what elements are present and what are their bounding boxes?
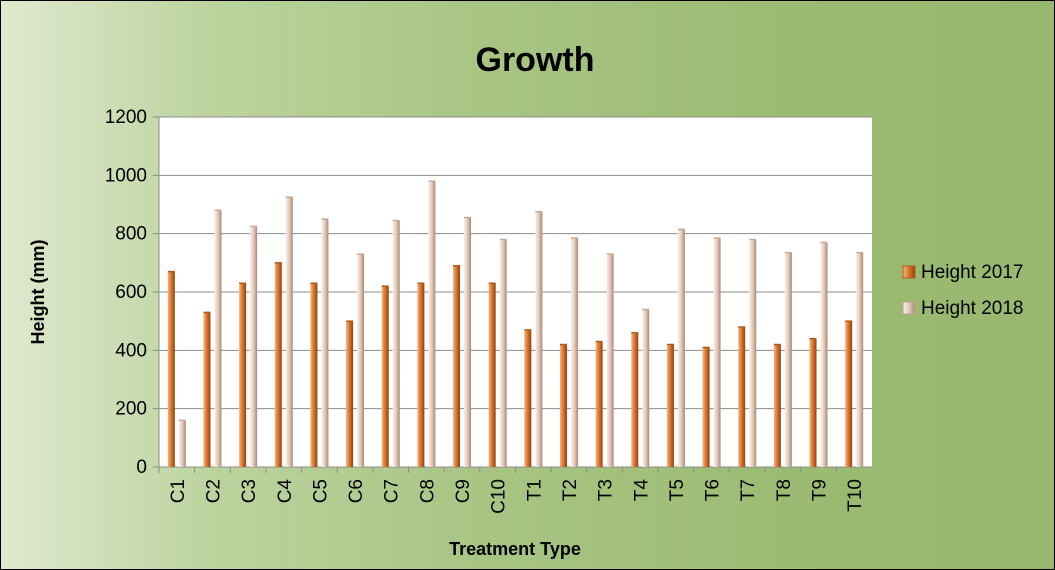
x-tick-label: T5 — [667, 479, 688, 501]
y-tick-label: 600 — [115, 282, 147, 303]
bar-height-2017-t3 — [595, 341, 603, 467]
bar-height-2018-t6 — [713, 238, 721, 467]
x-tick-label: C5 — [310, 479, 331, 503]
bar-height-2018-c8 — [428, 181, 436, 467]
x-tick-label: C1 — [168, 479, 189, 503]
bar-height-2017-c2 — [203, 312, 211, 467]
y-tick-label: 1000 — [105, 165, 147, 186]
bar-height-2017-c10 — [488, 283, 496, 467]
bar-height-2018-c1 — [178, 420, 186, 467]
bar-height-2017-t6 — [702, 347, 710, 467]
legend-label: Height 2017 — [921, 262, 1023, 283]
x-tick-label: T8 — [774, 479, 795, 501]
bar-height-2017-c1 — [167, 271, 175, 467]
x-tick-label: T6 — [703, 479, 724, 501]
bar-height-2018-t9 — [820, 242, 828, 467]
x-tick-labels: C1 C2 C3 C4 C5 C6 C7 C8 C9 C10 T1 T2 T3 T4 T5 T6 T7 T8 T9 T… — [158, 467, 866, 514]
y-tick-label: 0 — [136, 457, 147, 478]
bar-height-2018-c9 — [464, 217, 472, 467]
x-tick-label: T1 — [524, 479, 545, 501]
y-tick-label: 200 — [115, 399, 147, 420]
bar-height-2017-c6 — [346, 321, 354, 467]
bar-height-2018-t5 — [677, 229, 685, 467]
bar-height-2017-c5 — [310, 283, 318, 467]
x-tick-label: T9 — [810, 479, 831, 501]
bar-height-2017-t2 — [559, 344, 567, 467]
bar-height-2018-t8 — [784, 252, 792, 467]
x-tick-label: C8 — [417, 479, 438, 503]
bar-height-2018-t1 — [535, 211, 543, 467]
bar-height-2017-t7 — [738, 327, 746, 467]
bar-height-2017-c3 — [239, 283, 247, 467]
bar-height-2018-c4 — [285, 197, 293, 468]
bar-height-2018-c3 — [250, 226, 258, 467]
x-tick-label: C9 — [453, 479, 474, 503]
x-axis-title: Treatment Type — [449, 539, 581, 559]
y-axis-title: Height (mm) — [28, 240, 48, 345]
x-tick-label: T3 — [596, 479, 617, 501]
legend-label: Height 2018 — [921, 298, 1023, 319]
x-tick-label: T10 — [845, 479, 866, 512]
bar-height-2017-t10 — [845, 321, 853, 467]
bar-height-2017-c9 — [453, 265, 461, 467]
bar-height-2018-t10 — [856, 252, 864, 467]
bar-height-2018-c10 — [499, 239, 507, 467]
chart-title: Growth — [476, 41, 595, 79]
x-tick-label: C2 — [203, 479, 224, 503]
legend-swatch — [902, 301, 916, 315]
x-tick-label: T7 — [738, 479, 759, 501]
bar-height-2017-c7 — [381, 286, 389, 467]
legend-swatch — [902, 265, 916, 279]
bar-height-2018-t7 — [749, 239, 757, 467]
y-tick-labels: 0 200 400 600 800 1000 1200 — [105, 107, 147, 478]
x-tick-label: T2 — [560, 479, 581, 501]
bar-height-2017-t4 — [631, 332, 639, 467]
x-tick-label: C10 — [489, 479, 510, 514]
x-tick-label: C7 — [382, 479, 403, 503]
bar-height-2017-c4 — [274, 262, 282, 467]
x-tick-label: C4 — [275, 479, 296, 504]
bar-height-2017-t5 — [666, 344, 674, 467]
x-tick-label: T4 — [631, 479, 652, 502]
y-tick-label: 400 — [115, 340, 147, 361]
x-tick-label: C6 — [346, 479, 367, 503]
bar-height-2017-t8 — [773, 344, 781, 467]
bar-height-2018-c5 — [321, 219, 329, 467]
bar-height-2018-c6 — [357, 254, 365, 467]
bar-height-2018-t2 — [570, 238, 578, 467]
bar-height-2017-c8 — [417, 283, 425, 467]
bar-height-2018-c2 — [214, 210, 222, 468]
x-tick-label: C3 — [239, 479, 260, 503]
bar-height-2018-t4 — [642, 309, 650, 467]
bar-height-2018-c7 — [392, 220, 400, 467]
bar-height-2017-t1 — [524, 329, 532, 467]
bars — [167, 180, 864, 468]
bar-height-2017-t9 — [809, 338, 817, 467]
y-tick-label: 1200 — [105, 107, 147, 128]
legend: Height 2017 Height 2018 — [902, 262, 1023, 319]
y-tick-label: 800 — [115, 224, 147, 245]
bar-height-2018-t3 — [606, 254, 614, 467]
